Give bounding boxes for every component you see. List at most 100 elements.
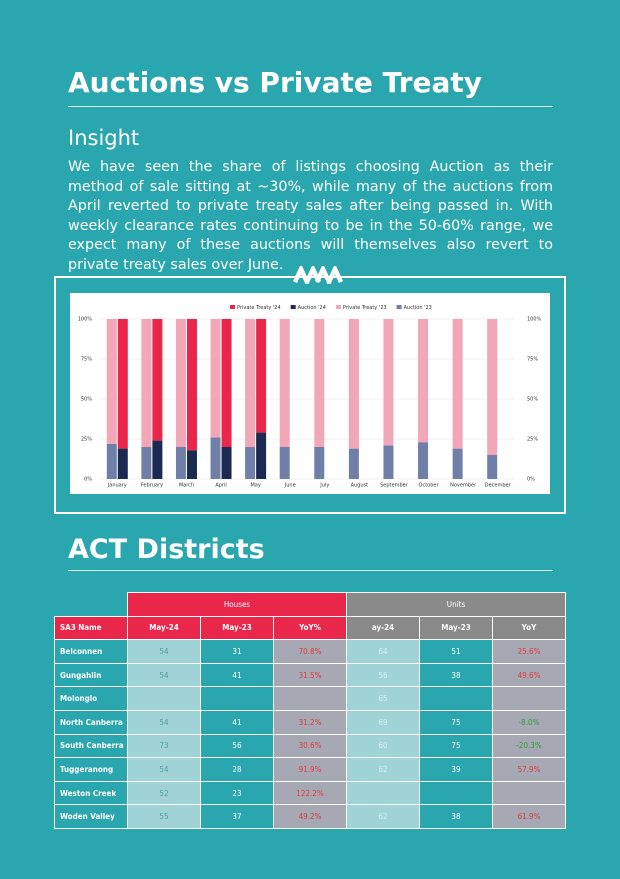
table-cell: 56 (346, 662, 420, 688)
legend-label: Private Treaty '23 (343, 305, 387, 311)
bar-segment (175, 319, 186, 447)
table-cell (273, 686, 347, 711)
table-cell: 39 (419, 757, 493, 782)
bar-segment (279, 319, 290, 447)
table-cell (492, 780, 566, 806)
bar-segment (314, 447, 325, 479)
column-header: ay-24 (346, 615, 420, 641)
bar-segment (152, 440, 163, 479)
y-tick-label: 50% (81, 397, 92, 403)
table-cell: 38 (419, 662, 493, 688)
row-header: Weston Creek (54, 780, 128, 806)
rule (68, 570, 553, 571)
table-cell (492, 686, 566, 711)
table-cell (127, 686, 201, 711)
bar-segment (383, 445, 394, 479)
bar-segment (487, 455, 498, 479)
column-header: SA3 Name (54, 615, 128, 641)
bar-segment (210, 437, 221, 479)
y2-tick-label: 100% (527, 317, 542, 323)
legend-swatch (230, 305, 235, 309)
bar-segment (186, 319, 197, 451)
table-cell: 64 (346, 639, 420, 664)
column-header: May-23 (200, 615, 274, 641)
table-cell: 62 (346, 804, 420, 829)
bar-segment (221, 319, 232, 447)
column-header: YoY (492, 615, 566, 641)
column-header: May-23 (419, 615, 493, 641)
bar-segment (314, 319, 325, 447)
table-cell: 49.6% (492, 662, 566, 688)
bar-segment (256, 319, 267, 433)
table-cell: 61.9% (492, 804, 566, 829)
table-cell: 70.8% (273, 639, 347, 664)
table-cell: 91.9% (273, 757, 347, 782)
x-tick-label: September (380, 483, 409, 489)
bar-segment (245, 447, 256, 479)
bar-segment (117, 448, 128, 479)
table-cell: 41 (200, 662, 274, 688)
table-cell: 57.9% (492, 757, 566, 782)
y-tick-label: 0% (84, 477, 92, 483)
table-cell: 31.2% (273, 709, 347, 735)
table-cell: 23 (200, 780, 274, 806)
column-header: May-24 (127, 615, 201, 641)
table-cell: 65 (346, 686, 420, 711)
x-tick-label: June (284, 483, 296, 489)
bar-segment (221, 447, 232, 479)
x-tick-label: January (107, 483, 127, 489)
table-cell: 54 (127, 639, 201, 664)
legend-swatch (396, 305, 402, 309)
table-cell: 25.6% (492, 639, 566, 664)
row-header: Belconnen (54, 639, 128, 664)
bar-segment (186, 450, 197, 479)
table-cell: 54 (127, 757, 201, 782)
table-cell (346, 780, 420, 806)
table-cell: 56 (200, 733, 274, 759)
legend-swatch (335, 305, 341, 309)
x-tick-label: April (215, 483, 226, 489)
chart-frame (54, 276, 566, 514)
table-cell: 75 (419, 709, 493, 735)
insight-heading: Insight (68, 126, 140, 150)
group-header: Houses (127, 592, 347, 617)
table-cell: 73 (127, 733, 201, 759)
logo (293, 266, 343, 284)
column-header: YoY% (273, 615, 347, 641)
table-cell: 60 (346, 733, 420, 759)
x-tick-label: March (179, 483, 194, 489)
x-tick-label: November (450, 483, 477, 489)
y2-tick-label: 0% (527, 477, 535, 483)
table-cell: 51 (419, 639, 493, 664)
legend-label: Auction '24 (298, 305, 326, 311)
table-cell (200, 686, 274, 711)
table-cell: 54 (127, 662, 201, 688)
y2-tick-label: 75% (527, 357, 538, 363)
legend-swatch (290, 305, 296, 309)
y-tick-label: 75% (81, 357, 92, 363)
x-tick-label: May (250, 483, 260, 489)
bar-segment (106, 443, 117, 479)
bar-segment (106, 319, 117, 444)
table-cell: 31 (200, 639, 274, 664)
table-cell (419, 686, 493, 711)
legend-label: Private Treaty '24 (237, 305, 281, 311)
bar-segment (383, 319, 394, 446)
table-cell: 122.2% (273, 780, 347, 806)
table-cell: 75 (419, 733, 493, 759)
bar-segment (141, 319, 152, 447)
x-tick-label: December (485, 483, 512, 489)
table-cell: 62 (346, 757, 420, 782)
bar-segment (210, 319, 221, 438)
chart: 0% 25% 50% 75% 100% 0% 25% 50% 75% 100% Private Tr… (78, 305, 542, 489)
row-header: North Canberra (54, 709, 128, 735)
insight-text: We have seen the share of listings choos… (68, 159, 553, 273)
table-cell: 28 (200, 757, 274, 782)
table-cell: 54 (127, 709, 201, 735)
table-cell: 69 (346, 709, 420, 735)
bar-segment (452, 448, 463, 479)
table-cell: 49.2% (273, 804, 347, 829)
bar-segment (452, 319, 463, 449)
rule (68, 106, 553, 107)
